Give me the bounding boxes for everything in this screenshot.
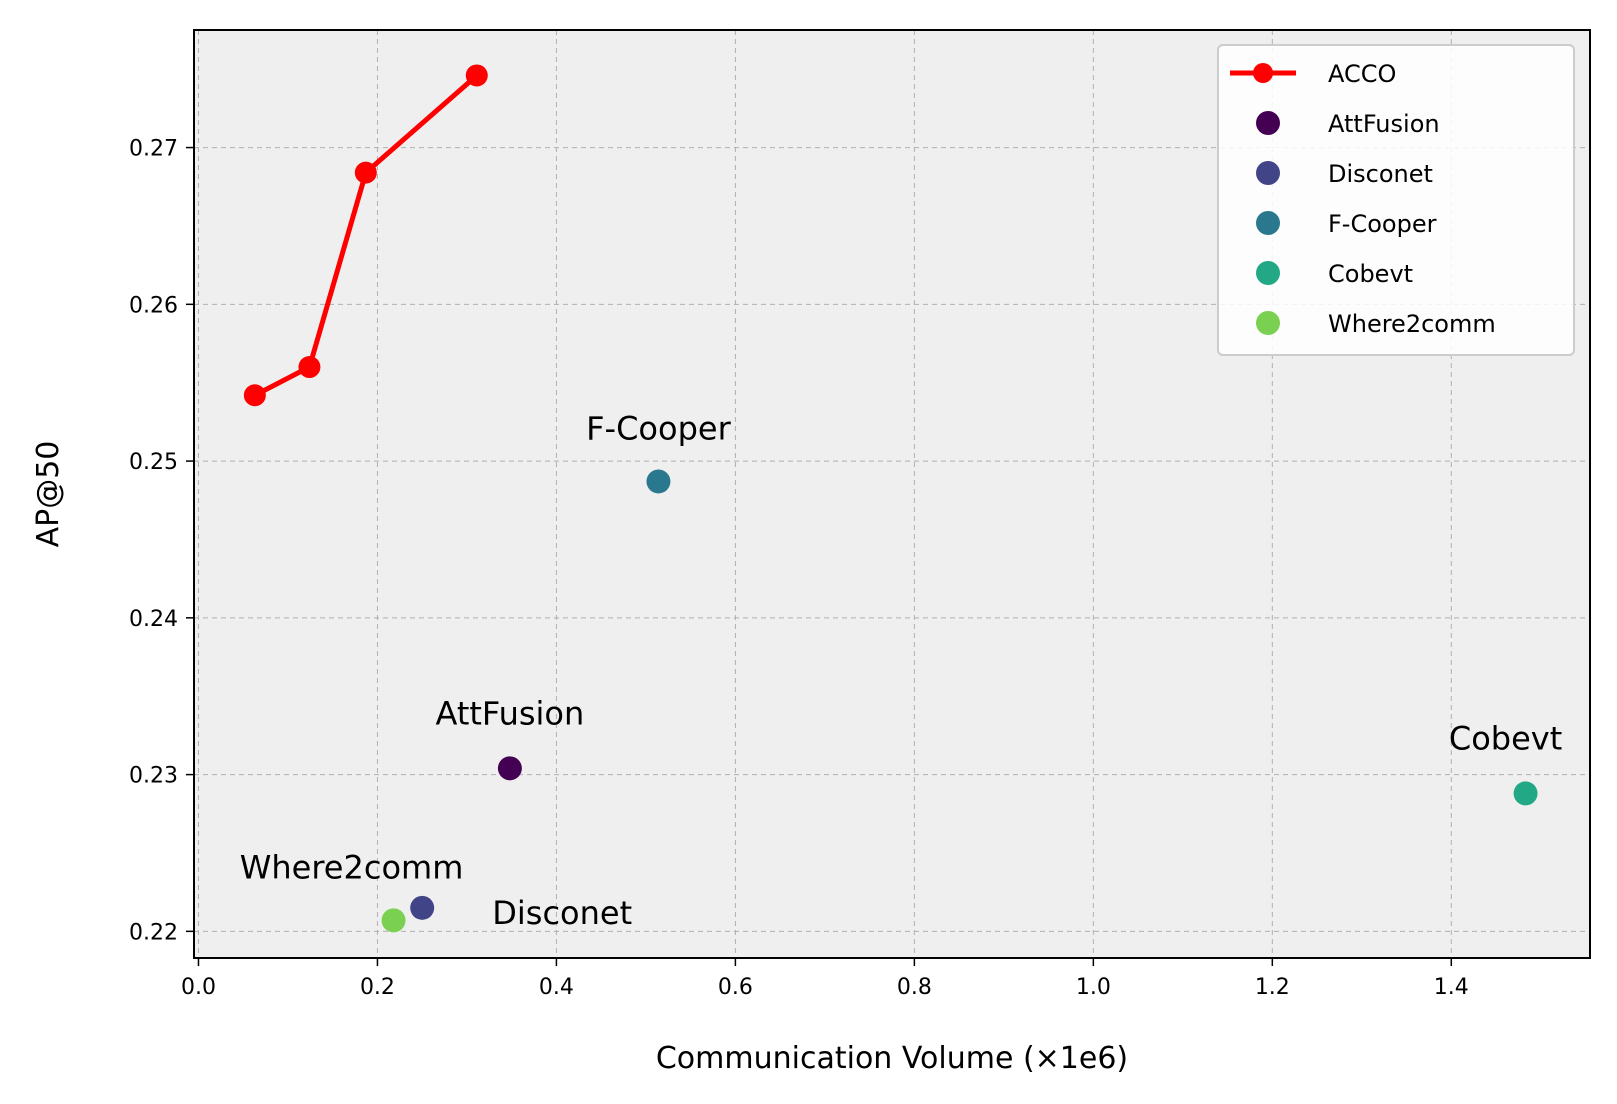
legend-marker [1256, 161, 1280, 185]
grid [194, 30, 1590, 958]
legend-label: AttFusion [1328, 110, 1440, 138]
y-tick-label: 0.24 [129, 607, 178, 632]
cobevt-point [1513, 781, 1538, 806]
disconet-point [410, 895, 435, 920]
x-tick-label: 0.2 [360, 975, 395, 1000]
acco-point [298, 356, 321, 379]
legend-marker [1256, 111, 1280, 135]
axis-ticks: 0.0 0.2 0.4 0.6 0.8 1.0 1.2 1.4 0.22 0.23 0.24 0.25… [129, 137, 1469, 1000]
plot-frame [193, 29, 1591, 959]
y-tick-label: 0.25 [129, 450, 178, 475]
acco-line [252, 72, 480, 398]
f-cooper-annotation: F-Cooper [586, 409, 731, 447]
legend-marker [1253, 63, 1273, 83]
legend-box [1217, 44, 1575, 356]
point-annotations: AttFusion Disconet F-Cooper Cobevt Where2com… [240, 409, 1563, 931]
attfusion-annotation: AttFusion [435, 694, 584, 732]
attfusion-point [497, 756, 522, 781]
legend-label: Where2comm [1328, 310, 1496, 338]
acco-point [243, 384, 266, 407]
y-axis-title: AP@50 [31, 441, 66, 548]
legend-marker [1256, 211, 1280, 235]
data-marks [243, 64, 1538, 933]
acco-point [354, 161, 377, 184]
x-tick-label: 1.2 [1255, 975, 1290, 1000]
x-tick-label: 1.0 [1076, 975, 1111, 1000]
x-tick-label: 0.4 [539, 975, 574, 1000]
f-cooper-point [646, 469, 671, 494]
x-tick-label: 0.6 [718, 975, 753, 1000]
y-tick-label: 0.23 [129, 764, 178, 789]
x-tick-label: 1.4 [1434, 975, 1469, 1000]
legend-marker [1256, 311, 1280, 335]
legend-label: ACCO [1328, 60, 1396, 88]
cobevt-annotation: Cobevt [1449, 719, 1562, 757]
legend: ACCO AttFusion Disconet F-Cooper Cobevt Where… [1217, 44, 1575, 356]
disconet-annotation: Disconet [492, 894, 632, 932]
y-tick-label: 0.26 [129, 293, 178, 318]
x-tick-label: 0.0 [181, 975, 216, 1000]
legend-label: Disconet [1328, 160, 1433, 188]
where2comm-annotation: Where2comm [240, 848, 464, 886]
legend-label: Cobevt [1328, 260, 1413, 288]
y-tick-label: 0.27 [129, 137, 178, 162]
where2comm-point [381, 908, 406, 933]
acco-point [465, 64, 488, 87]
x-tick-label: 0.8 [897, 975, 932, 1000]
x-axis-title: Communication Volume (×1e6) [656, 1041, 1128, 1076]
y-tick-label: 0.22 [129, 920, 178, 945]
legend-label: F-Cooper [1328, 210, 1437, 238]
legend-marker [1256, 261, 1280, 285]
